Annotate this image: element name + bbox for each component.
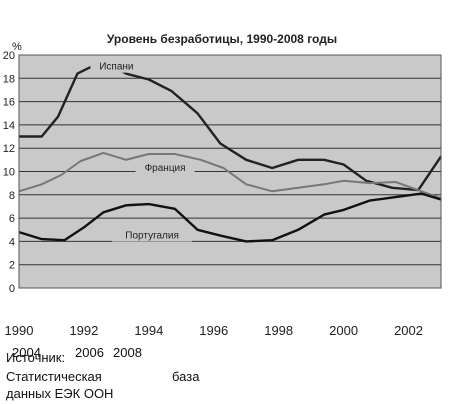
y-tick-20: 20 — [3, 50, 15, 62]
x-tick-1990: 1990 — [5, 323, 34, 338]
plot-border — [18, 54, 442, 289]
y-tick-labels: 0 2 4 6 8 10 12 14 16 18 20 — [3, 50, 15, 295]
annotation-bg-1 — [90, 58, 143, 73]
x-tick-labels: 1990 1992 1994 1996 1998 2000 2002 — [5, 323, 423, 338]
y-tick-4: 4 — [9, 236, 15, 248]
y-tick-18: 18 — [3, 73, 15, 85]
series-annotation-2: Франция — [145, 163, 186, 174]
series-annotations: Испани Франция Португалия — [90, 58, 195, 242]
y-tick-8: 8 — [9, 190, 15, 202]
x-tick-2000: 2000 — [329, 323, 358, 338]
series-annotation-3: Португалия — [125, 231, 179, 242]
source-line-2: данных ЕЭК ООН — [6, 386, 114, 401]
overlap-year-2008: 2008 — [113, 345, 142, 360]
y-tick-10: 10 — [3, 167, 15, 179]
y-tick-16: 16 — [3, 97, 15, 109]
annotation-bg-3 — [112, 227, 193, 242]
y-tick-2: 2 — [9, 260, 15, 272]
source-line-1: Статистическая — [6, 369, 102, 384]
y-unit-label: % — [12, 41, 22, 53]
series-line-1 — [19, 59, 442, 192]
series-line-2 — [18, 151, 442, 200]
series-annotation-1: Испани — [99, 62, 133, 73]
y-tick-12: 12 — [3, 143, 15, 155]
x-tick-1994: 1994 — [134, 323, 163, 338]
series-line-3 — [18, 192, 442, 243]
chart-title: Уровень безработицы, 1990-2008 годы — [107, 32, 337, 46]
annotation-bg-2 — [135, 160, 195, 175]
x-tick-2002: 2002 — [394, 323, 423, 338]
y-tick-14: 14 — [3, 120, 15, 132]
y-tick-6: 6 — [9, 213, 15, 225]
y-tick-0: 0 — [9, 283, 15, 295]
x-tick-1992: 1992 — [69, 323, 98, 338]
x-tick-1998: 1998 — [264, 323, 293, 338]
x-tick-1996: 1996 — [199, 323, 228, 338]
overlap-year-2004: 2004 — [12, 345, 41, 360]
overlap-year-2006: 2006 — [75, 345, 104, 360]
source-label: Источник: — [6, 350, 66, 365]
series-lines — [18, 59, 442, 243]
source-line-1b: база — [172, 369, 200, 384]
